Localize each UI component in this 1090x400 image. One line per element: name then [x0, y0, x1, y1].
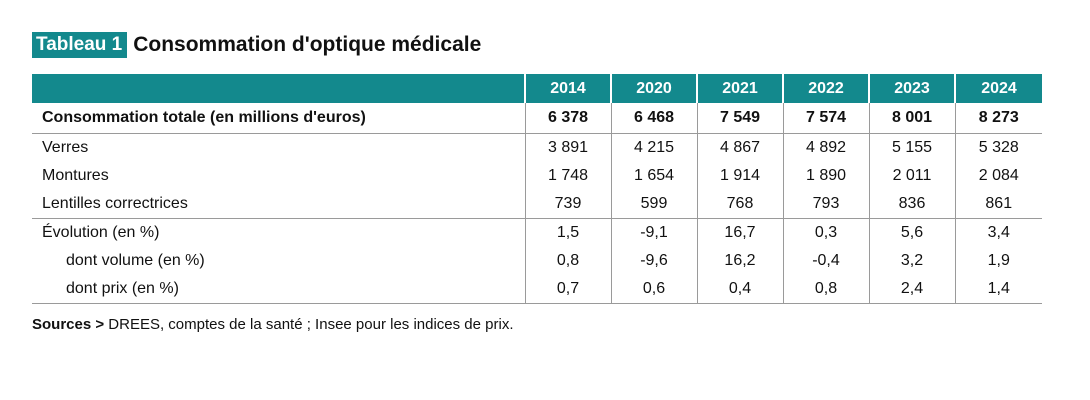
cell-value: 599	[610, 190, 697, 219]
cell-value: 4 867	[696, 133, 783, 162]
cell-value: 0,3	[782, 218, 869, 247]
row-label: Verres	[42, 139, 89, 156]
cell-value: 7 549	[696, 103, 783, 134]
table-row: Lentilles correctrices 739 599 768 793 8…	[32, 190, 1042, 219]
column-header: 2024	[954, 74, 1042, 103]
source-label: Sources >	[32, 316, 105, 333]
cell-value: 16,7	[696, 218, 783, 247]
source-text: DREES, comptes de la santé ; Insee pour …	[104, 316, 514, 333]
cell-value: 861	[954, 190, 1042, 219]
cell-value: 4 215	[610, 133, 697, 162]
cell-value: 6 468	[610, 103, 697, 134]
cell-value: 1,4	[954, 275, 1042, 304]
table-row: Montures 1 748 1 654 1 914 1 890 2 011 2…	[32, 162, 1042, 190]
cell-value: 1 748	[524, 162, 611, 190]
cell-value: 8 001	[868, 103, 955, 134]
cell-value: 7 574	[782, 103, 869, 134]
cell-value: 739	[524, 190, 611, 219]
cell-value: 1 654	[610, 162, 697, 190]
cell-value: 5 328	[954, 133, 1042, 162]
row-label: Montures	[42, 167, 109, 184]
cell-value: 793	[782, 190, 869, 219]
cell-value: 0,6	[610, 275, 697, 304]
row-label: Lentilles correctrices	[32, 190, 525, 219]
cell-value: -9,1	[610, 218, 697, 247]
cell-value: 1,9	[954, 247, 1042, 275]
cell-value: 1,5	[524, 218, 611, 247]
cell-value: 2 011	[868, 162, 955, 190]
table-tag: Tableau 1	[32, 32, 128, 58]
header-label-cell	[32, 74, 525, 103]
cell-value: 5,6	[868, 218, 955, 247]
table-row: Évolution (en %) 1,5 -9,1 16,7 0,3 5,6 3…	[32, 218, 1042, 247]
column-header: 2020	[610, 74, 697, 103]
row-label: dont prix (en %)	[32, 275, 525, 304]
cell-value: 16,2	[696, 247, 783, 275]
table-row: dont volume (en %) 0,8 -9,6 16,2 -0,4 3,…	[32, 247, 1042, 275]
cell-value: 836	[868, 190, 955, 219]
table-row: dont prix (en %) 0,7 0,6 0,4 0,8 2,4 1,4	[32, 275, 1042, 304]
figure-title: Tableau 1 Consommation d'optique médical…	[32, 30, 1042, 60]
cell-value: 1 914	[696, 162, 783, 190]
row-label: Consommation totale (en millions d'euros…	[32, 103, 525, 134]
row-label: Évolution (en %)	[42, 224, 160, 241]
header-row: 2014 2020 2021 2022 2023 2024	[32, 74, 1042, 103]
column-header: 2023	[868, 74, 955, 103]
cell-value: 0,7	[524, 275, 611, 304]
cell-value: 2 084	[954, 162, 1042, 190]
cell-value: 768	[696, 190, 783, 219]
cell-value: 0,8	[524, 247, 611, 275]
table-figure: Tableau 1 Consommation d'optique médical…	[32, 30, 1042, 333]
table-title: Consommation d'optique médicale	[133, 33, 482, 56]
cell-value: 3,2	[868, 247, 955, 275]
row-label: dont volume (en %)	[66, 252, 205, 269]
column-header: 2021	[696, 74, 783, 103]
cell-value: -9,6	[610, 247, 697, 275]
cell-value: 2,4	[868, 275, 955, 304]
table-row: Consommation totale (en millions d'euros…	[32, 103, 1042, 134]
cell-value: -0,4	[782, 247, 869, 275]
table-row: Verres 3 891 4 215 4 867 4 892 5 155 5 3…	[32, 133, 1042, 162]
data-table: 2014 2020 2021 2022 2023 2024 Consommati…	[32, 74, 1042, 304]
cell-value: 3,4	[954, 218, 1042, 247]
cell-value: 0,8	[782, 275, 869, 304]
cell-value: 1 890	[782, 162, 869, 190]
column-header: 2014	[524, 74, 611, 103]
cell-value: 4 892	[782, 133, 869, 162]
column-header: 2022	[782, 74, 869, 103]
cell-value: 6 378	[524, 103, 611, 134]
cell-value: 5 155	[868, 133, 955, 162]
cell-value: 0,4	[696, 275, 783, 304]
cell-value: 3 891	[524, 133, 611, 162]
cell-value: 8 273	[954, 103, 1042, 134]
source-note: Sources > DREES, comptes de la santé ; I…	[32, 316, 1042, 333]
